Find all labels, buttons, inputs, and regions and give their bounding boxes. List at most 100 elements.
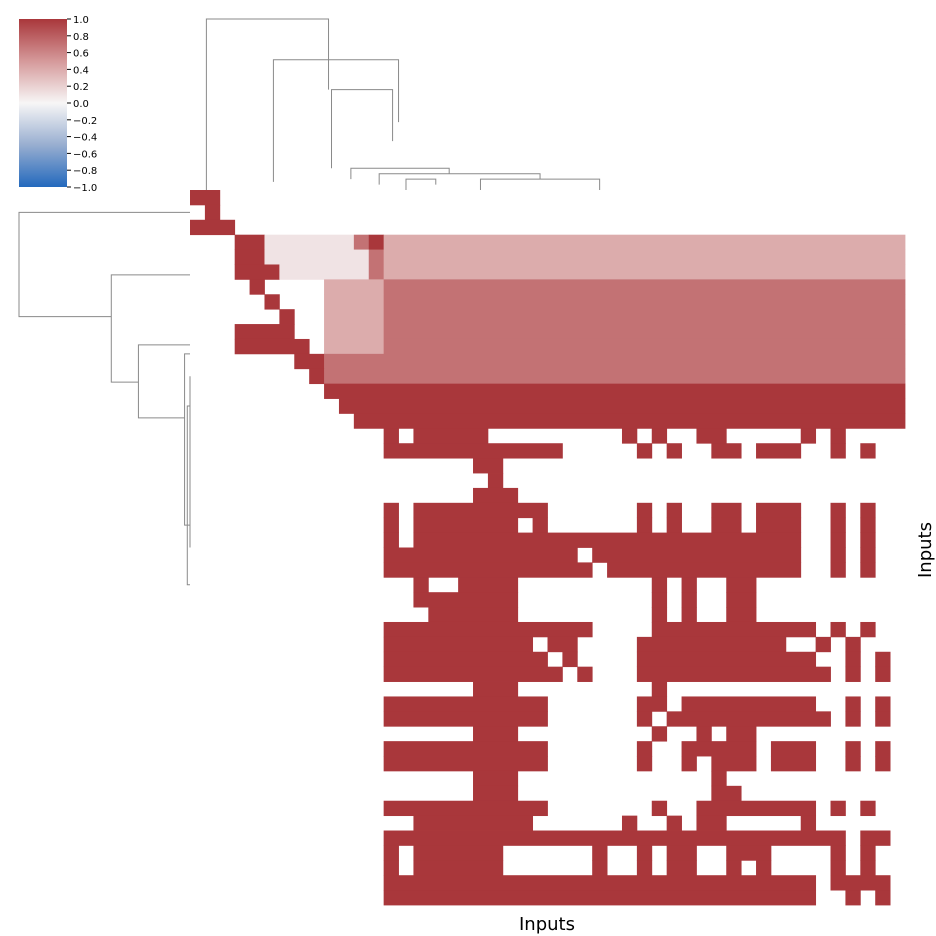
heatmap-cell (383, 294, 906, 310)
row-dendrogram (18, 211, 191, 586)
column-dendrogram-link (479, 178, 601, 190)
heatmap-cell (830, 502, 846, 519)
heatmap-cell (830, 621, 846, 638)
row-dendrogram-link (137, 344, 190, 419)
heatmap-cell (324, 324, 385, 340)
heatmap-grid (190, 190, 906, 906)
heatmap-cell (383, 666, 563, 682)
y-axis-label: Inputs (915, 522, 936, 578)
heatmap-cell (607, 562, 802, 578)
heatmap-cell (383, 443, 563, 459)
heatmap-cell (353, 413, 906, 429)
heatmap-cell (860, 443, 876, 459)
heatmap-cell (383, 741, 548, 757)
colorbar-gradient (19, 19, 67, 187)
heatmap-cell (473, 487, 519, 504)
heatmap-cell (592, 547, 802, 563)
heatmap-cell (800, 815, 817, 831)
heatmap-cell (383, 234, 906, 250)
heatmap-cell (383, 651, 548, 668)
heatmap-cell (711, 502, 742, 519)
heatmap-cell (413, 428, 489, 444)
heatmap-cell (651, 681, 668, 697)
heatmap-cell (413, 502, 548, 519)
heatmap-cell (875, 651, 891, 668)
heatmap-cell (845, 666, 861, 682)
heatmap-cell (383, 756, 548, 772)
heatmap-cell (651, 577, 668, 593)
heatmap-cell (309, 368, 325, 385)
heatmap-cell (473, 726, 519, 742)
heatmap-cell (726, 592, 757, 608)
heatmap-cell (383, 875, 817, 891)
heatmap-cell (413, 860, 504, 876)
heatmap-cell (830, 443, 846, 459)
heatmap-cell (204, 204, 221, 221)
heatmap-cell (845, 636, 861, 653)
colorbar-tick-label: 0.4 (73, 65, 89, 76)
heatmap-cell (279, 264, 370, 280)
colorbar-tick-label: 1.0 (73, 15, 89, 26)
heatmap-cell (324, 353, 906, 370)
row-dendrogram-link (18, 211, 190, 318)
heatmap-cell (666, 502, 682, 519)
colorbar-tick-label: 0.0 (73, 99, 89, 110)
heatmap-cell (473, 770, 519, 787)
heatmap-cell (383, 279, 906, 295)
heatmap-cell (383, 830, 846, 846)
heatmap-cell (770, 756, 817, 772)
heatmap-cell (711, 770, 727, 787)
heatmap-cell (830, 800, 846, 817)
colorbar-tick-label: −0.4 (73, 133, 97, 144)
heatmap-cell (696, 726, 712, 742)
column-dendrogram-link (205, 18, 330, 190)
heatmap-cell (324, 383, 906, 399)
heatmap-cell (324, 279, 385, 295)
heatmap-cell (383, 562, 593, 578)
heatmap-cell (383, 502, 399, 519)
row-dendrogram-link (186, 405, 190, 586)
heatmap-cell (621, 428, 638, 444)
heatmap-cell (800, 428, 817, 444)
heatmap-cell (636, 860, 653, 876)
heatmap-cell (383, 860, 399, 876)
heatmap-cell (383, 324, 906, 340)
heatmap-cell (696, 800, 817, 817)
heatmap-cell (651, 607, 668, 623)
heatmap-cell (845, 741, 861, 757)
colorbar: 1.0 0.8 0.6 0.4 0.2 0.0 −0.2 −0.4 −0.6 −0.8 −1.0 (19, 15, 97, 194)
heatmap-cell (383, 547, 578, 563)
x-axis-label: Inputs (519, 914, 575, 935)
heatmap-cell (592, 845, 608, 861)
heatmap-cell (860, 845, 876, 861)
heatmap-cell (636, 636, 787, 653)
heatmap-cell (711, 785, 742, 802)
heatmap-cell (413, 577, 429, 593)
heatmap-cell (234, 338, 310, 355)
heatmap-cell (190, 219, 236, 236)
heatmap-cell (413, 592, 519, 608)
heatmap-cell (383, 621, 593, 638)
heatmap-cell (636, 666, 831, 682)
heatmap-cell (473, 681, 519, 697)
colorbar-tick-label: −0.8 (73, 166, 97, 177)
heatmap-cell (413, 815, 534, 831)
heatmap-cell (651, 428, 668, 444)
heatmap-cell (726, 860, 742, 876)
heatmap-cell (726, 726, 757, 742)
heatmap-cell (383, 338, 906, 355)
heatmap-cell (353, 234, 370, 250)
heatmap-cell (830, 845, 846, 861)
heatmap-cell (726, 845, 772, 861)
heatmap-cell (383, 711, 548, 727)
heatmap-cell (279, 309, 295, 325)
heatmap-cell (324, 368, 906, 385)
heatmap-cell (711, 756, 757, 772)
heatmap-cell (830, 517, 846, 534)
colorbar-ticks: 1.0 0.8 0.6 0.4 0.2 0.0 −0.2 −0.4 −0.6 −0.8 −1.0 (67, 15, 97, 194)
heatmap-cell (636, 502, 653, 519)
heatmap-cell (845, 696, 861, 712)
heatmap-cell (830, 562, 846, 578)
colorbar-tick-label: 0.8 (73, 32, 89, 43)
